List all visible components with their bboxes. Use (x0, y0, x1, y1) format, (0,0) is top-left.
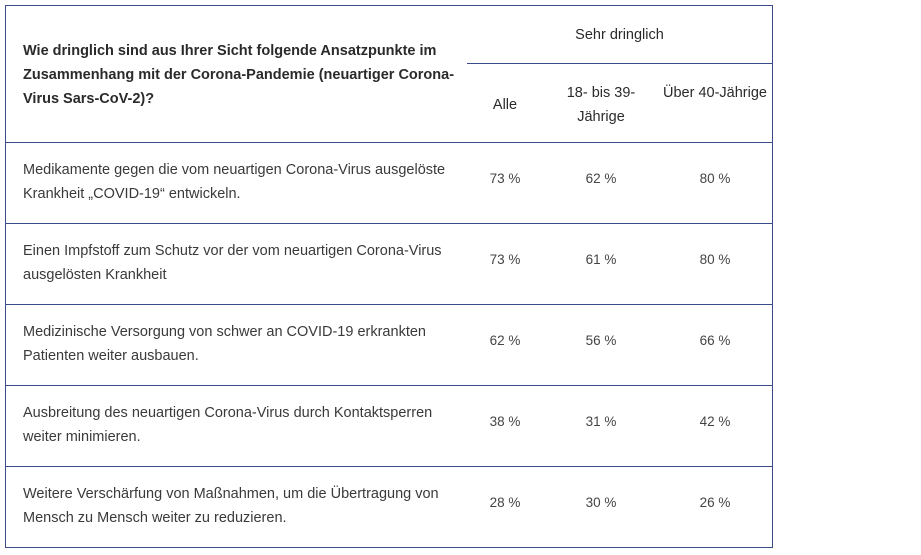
cell-all: 28 % (489, 495, 521, 510)
table-header: Wie dringlich sind aus Ihrer Sicht folge… (6, 5, 772, 143)
survey-table: Wie dringlich sind aus Ihrer Sicht folge… (5, 5, 773, 548)
cell-over-40: 80 % (699, 252, 731, 267)
table-row: Ausbreitung des neuartigen Corona-Virus … (6, 386, 772, 467)
cell-over-40: 80 % (699, 171, 731, 186)
cell-all: 73 % (489, 252, 521, 267)
row-label: Medikamente gegen die vom neuartigen Cor… (23, 162, 446, 202)
cell-18-39: 31 % (585, 414, 617, 429)
table-row: Weitere Verschärfung von Maßnahmen, um d… (6, 467, 772, 548)
column-header-18-39: 18- bis 39-Jährige (566, 85, 636, 125)
cell-all: 73 % (489, 171, 521, 186)
cell-over-40: 42 % (699, 414, 731, 429)
row-label: Einen Impfstoff zum Schutz vor der vom n… (23, 243, 442, 283)
row-label: Weitere Verschärfung von Maßnahmen, um d… (23, 486, 439, 526)
row-label: Ausbreitung des neuartigen Corona-Virus … (23, 405, 433, 445)
cell-18-39: 56 % (585, 333, 617, 348)
cell-18-39: 62 % (585, 171, 617, 186)
column-header-all: Alle (492, 97, 518, 113)
cell-18-39: 30 % (585, 495, 617, 510)
cell-18-39: 61 % (585, 252, 617, 267)
cell-all: 38 % (489, 414, 521, 429)
group-title: Sehr dringlich (575, 26, 664, 43)
group-divider (467, 63, 772, 64)
table-row: Medizinische Versorgung von schwer an CO… (6, 305, 772, 386)
row-label: Medizinische Versorgung von schwer an CO… (23, 324, 426, 364)
cell-over-40: 26 % (699, 495, 731, 510)
question-heading: Wie dringlich sind aus Ihrer Sicht folge… (23, 43, 455, 107)
cell-over-40: 66 % (699, 333, 731, 348)
column-header-over-40: Über 40-Jährige (663, 85, 767, 101)
table-row: Einen Impfstoff zum Schutz vor der vom n… (6, 224, 772, 305)
cell-all: 62 % (489, 333, 521, 348)
table-row: Medikamente gegen die vom neuartigen Cor… (6, 143, 772, 224)
